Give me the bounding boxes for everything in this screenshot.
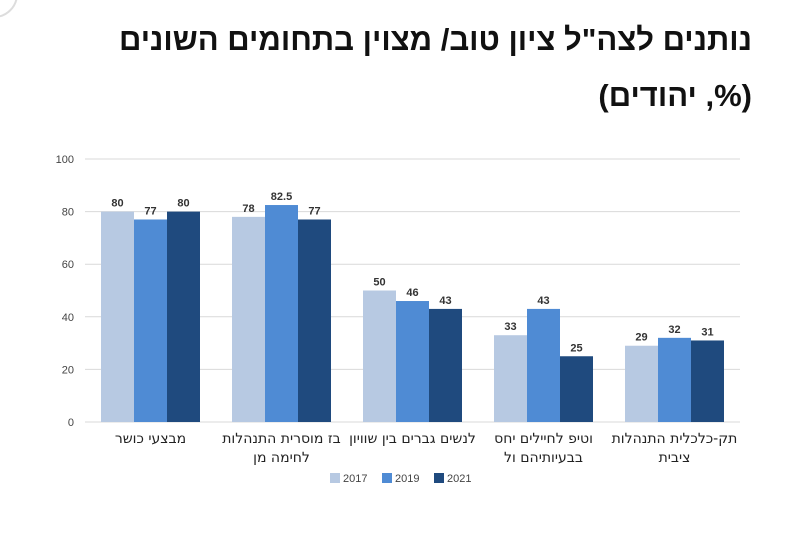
bar-2019	[527, 308, 560, 422]
data-label: 50	[373, 277, 385, 289]
data-label: 25	[570, 342, 582, 354]
data-label: 82.5	[271, 191, 292, 203]
legend-swatch-2017	[330, 473, 340, 483]
category-label: לנשים גברים בין שוויון	[349, 431, 476, 447]
category-label: בז מוסרית התנהלות	[222, 431, 341, 447]
bar-2017	[101, 211, 134, 422]
category-label: ציבית	[659, 450, 691, 466]
y-tick-label: 60	[62, 259, 74, 271]
bar-2019	[396, 301, 429, 422]
y-tick-label: 100	[56, 154, 74, 166]
bar-2019	[658, 337, 691, 422]
data-label: 46	[406, 287, 418, 299]
bar-2021	[298, 219, 331, 422]
legend-label: 2017	[343, 473, 367, 485]
legend-label: 2021	[447, 473, 471, 485]
data-label: 80	[177, 198, 189, 210]
bar-2021	[560, 356, 593, 422]
bar-2017	[494, 335, 527, 422]
bar-2017	[625, 345, 658, 422]
y-tick-label: 0	[68, 417, 74, 429]
data-label: 77	[144, 205, 156, 217]
bar-2017	[363, 290, 396, 422]
data-label: 78	[242, 203, 254, 215]
y-tick-label: 40	[62, 312, 74, 324]
legend-swatch-2019	[382, 473, 392, 483]
data-label: 43	[439, 295, 451, 307]
bar-2021	[429, 308, 462, 422]
y-tick-label: 20	[62, 364, 74, 376]
category-label: תק-כלכלית התנהלות	[612, 431, 738, 447]
category-label: מבצעי כושר	[115, 431, 186, 447]
category-label: בבעיותיהם ול	[504, 450, 583, 466]
category-label: לחימה מן	[253, 450, 310, 466]
bar-2019	[265, 205, 298, 422]
chart-title: נותנים לצה"ל ציון טוב/ מצוין בתחומים השו…	[119, 22, 752, 57]
legend-label: 2019	[395, 473, 419, 485]
data-label: 31	[701, 326, 713, 338]
data-label: 77	[308, 205, 320, 217]
bar-2021	[167, 211, 200, 422]
data-label: 32	[668, 324, 680, 336]
data-label: 33	[504, 321, 516, 333]
bar-2021	[691, 340, 724, 422]
data-label: 29	[635, 332, 647, 344]
bar-2019	[134, 219, 167, 422]
data-label: 80	[111, 198, 123, 210]
data-label: 43	[537, 295, 549, 307]
category-label: וטיפ לחיילים יחס	[494, 431, 593, 447]
legend-swatch-2021	[434, 473, 444, 483]
y-tick-label: 80	[62, 207, 74, 219]
bar-2017	[232, 216, 265, 422]
chart-subtitle: (%, יהודים)	[598, 78, 752, 113]
